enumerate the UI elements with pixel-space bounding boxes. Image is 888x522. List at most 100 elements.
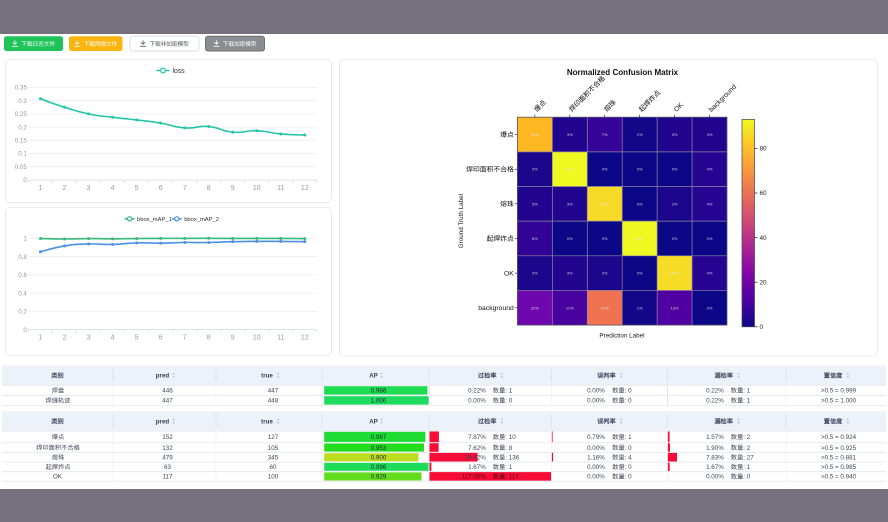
svg-text:OK: OK — [504, 271, 514, 278]
svg-text:447: 447 — [162, 398, 173, 405]
svg-text:>0.5 = 0.940: >0.5 = 0.940 — [821, 474, 857, 481]
svg-text:4%: 4% — [707, 201, 713, 206]
svg-text:>0.5 = 0.924: >0.5 = 0.924 — [821, 434, 857, 441]
svg-text:: 0: : 0 — [625, 474, 632, 481]
svg-text:>0.5 = 0.881: >0.5 = 0.881 — [821, 454, 857, 461]
svg-text:0%: 0% — [602, 167, 608, 172]
svg-text:bbox_mAP_2: bbox_mAP_2 — [184, 217, 219, 223]
svg-text:0%: 0% — [637, 167, 643, 172]
svg-text:345: 345 — [268, 454, 279, 461]
svg-text:: 4: : 4 — [625, 454, 632, 461]
svg-text:: 1: : 1 — [505, 464, 512, 471]
svg-text:0: 0 — [760, 324, 764, 331]
svg-text:0%: 0% — [672, 167, 678, 172]
svg-text:: 2: : 2 — [743, 434, 750, 441]
svg-text:0%: 0% — [637, 271, 643, 276]
svg-text:0.1: 0.1 — [18, 151, 27, 158]
svg-text:0.929: 0.929 — [371, 474, 387, 481]
svg-text:2%: 2% — [672, 201, 678, 206]
svg-text:2%: 2% — [532, 271, 538, 276]
svg-text:446: 446 — [162, 388, 173, 395]
svg-text:1.16%: 1.16% — [587, 454, 605, 461]
svg-text:0.996: 0.996 — [371, 464, 387, 471]
svg-text:1%: 1% — [637, 305, 643, 310]
svg-text:6%: 6% — [532, 236, 538, 241]
svg-text:6: 6 — [159, 185, 163, 192]
svg-text:61%: 61% — [601, 305, 609, 310]
svg-text:0.8: 0.8 — [18, 254, 27, 261]
svg-text:479: 479 — [162, 454, 173, 461]
svg-text:1.67%: 1.67% — [468, 464, 486, 471]
svg-text:: 1: : 1 — [625, 434, 632, 441]
svg-text:0.00%: 0.00% — [706, 474, 724, 481]
svg-text:>0.5 = 1.000: >0.5 = 1.000 — [821, 398, 857, 405]
svg-text:0.15: 0.15 — [15, 138, 28, 145]
svg-text:2: 2 — [63, 185, 67, 192]
svg-text:0.22%: 0.22% — [706, 398, 724, 405]
svg-text:117.00%: 117.00% — [462, 474, 487, 481]
svg-text:: 1: : 1 — [505, 388, 512, 395]
svg-text:0%: 0% — [672, 236, 678, 241]
svg-text:9: 9 — [231, 185, 235, 192]
svg-text:1: 1 — [23, 236, 27, 243]
svg-text:3%: 3% — [532, 201, 538, 206]
svg-text:true: true — [261, 418, 273, 425]
svg-text:4%: 4% — [707, 271, 713, 276]
svg-text:5: 5 — [135, 334, 139, 341]
svg-text:0: 0 — [23, 327, 27, 334]
svg-text:93%: 93% — [566, 167, 574, 172]
svg-text:: 117: : 117 — [505, 474, 519, 481]
svg-text:4: 4 — [111, 334, 115, 341]
svg-text:0.25: 0.25 — [15, 111, 28, 118]
svg-text:11: 11 — [277, 334, 284, 341]
svg-text:1.90%: 1.90% — [706, 445, 724, 452]
svg-text:448: 448 — [268, 398, 279, 405]
svg-text:0.986: 0.986 — [371, 388, 387, 395]
svg-text:7: 7 — [183, 185, 187, 192]
svg-text:39.42%: 39.42% — [465, 454, 487, 461]
svg-text:447: 447 — [268, 388, 279, 395]
svg-text:93%: 93% — [636, 236, 644, 241]
svg-text:pred: pred — [156, 373, 170, 380]
svg-text:: 0: : 0 — [625, 464, 632, 471]
svg-text:bbox_mAP_1: bbox_mAP_1 — [137, 217, 172, 223]
svg-text:0.00%: 0.00% — [587, 464, 605, 471]
svg-text:4: 4 — [111, 185, 115, 192]
svg-text:1.000: 1.000 — [371, 398, 387, 405]
svg-text:1: 1 — [39, 185, 43, 192]
svg-text:AP: AP — [369, 373, 378, 380]
svg-text:8: 8 — [207, 334, 211, 341]
svg-text:0.2: 0.2 — [18, 309, 27, 316]
svg-text:>0.5 = 0.999: >0.5 = 0.999 — [821, 388, 857, 395]
svg-text:0.967: 0.967 — [371, 434, 387, 441]
svg-text:0.00%: 0.00% — [468, 398, 486, 405]
svg-text:7.87%: 7.87% — [468, 434, 486, 441]
svg-text:AP: AP — [369, 418, 378, 425]
svg-text:127: 127 — [268, 434, 279, 441]
svg-text:0.953: 0.953 — [371, 445, 387, 452]
svg-text:11%: 11% — [566, 305, 574, 310]
svg-text:90%: 90% — [601, 201, 609, 206]
svg-text:: 0: : 0 — [743, 474, 750, 481]
svg-text:0.22%: 0.22% — [706, 388, 724, 395]
svg-text:0%: 0% — [637, 201, 643, 206]
svg-text:0.00%: 0.00% — [587, 398, 605, 405]
svg-text:0.3: 0.3 — [18, 98, 27, 105]
svg-text:82%: 82% — [531, 132, 539, 137]
svg-text:: 0: : 0 — [625, 388, 632, 395]
svg-text:60: 60 — [270, 464, 277, 471]
svg-text:4%: 4% — [707, 167, 713, 172]
svg-text:0%: 0% — [707, 305, 713, 310]
svg-text:: 0: : 0 — [625, 398, 632, 405]
svg-text:132: 132 — [162, 445, 173, 452]
svg-text:2%: 2% — [602, 271, 608, 276]
svg-text:100: 100 — [268, 474, 279, 481]
svg-text:60: 60 — [760, 190, 768, 197]
svg-text:7: 7 — [183, 334, 187, 341]
svg-text:7.83%: 7.83% — [706, 454, 724, 461]
svg-text:: 0: : 0 — [625, 445, 632, 452]
svg-text:: 1: : 1 — [743, 464, 750, 471]
svg-text:0.05: 0.05 — [15, 164, 28, 171]
svg-text:loss: loss — [173, 68, 186, 75]
svg-text:12: 12 — [301, 185, 309, 192]
